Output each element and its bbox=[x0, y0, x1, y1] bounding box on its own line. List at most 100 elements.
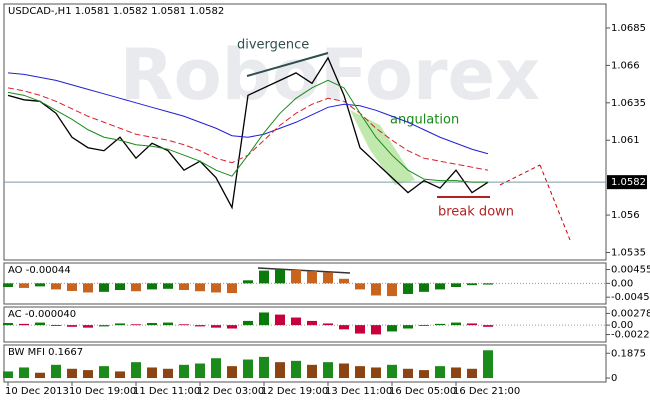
bar bbox=[467, 283, 477, 286]
bar bbox=[451, 322, 461, 326]
y-tick-label: 1.056 bbox=[611, 210, 640, 221]
annotation: angulation bbox=[390, 113, 459, 128]
bar bbox=[355, 366, 365, 379]
bar bbox=[339, 278, 349, 284]
x-tick-label: 10 Dec 2013 bbox=[5, 386, 69, 397]
bar bbox=[35, 322, 45, 326]
ac-title: AC -0.000040 bbox=[8, 309, 76, 320]
bar bbox=[259, 270, 269, 284]
bar bbox=[275, 362, 285, 379]
bar bbox=[179, 283, 189, 291]
bar bbox=[403, 368, 413, 379]
bar bbox=[83, 283, 93, 293]
bar bbox=[291, 360, 301, 379]
series-line bbox=[7, 56, 489, 210]
bar bbox=[35, 372, 45, 379]
mfi-title: BW MFI 0.1667 bbox=[8, 347, 83, 358]
bar bbox=[435, 366, 445, 379]
bar bbox=[451, 367, 461, 379]
y-tick-label: -0.00456 bbox=[611, 292, 650, 303]
y-tick-label: 0.002786 bbox=[611, 308, 650, 319]
bar bbox=[403, 325, 413, 329]
x-tick-label: 11 Dec 11:00 bbox=[133, 386, 200, 397]
x-tick-label: 10 Dec 19:00 bbox=[69, 386, 136, 397]
bar bbox=[147, 367, 157, 379]
x-tick-label: 12 Dec 19:00 bbox=[261, 386, 328, 397]
last-price-box bbox=[607, 175, 647, 190]
panel-mfi bbox=[3, 344, 607, 383]
bar bbox=[131, 362, 141, 379]
bar bbox=[355, 325, 365, 334]
y-tick-label: 0.00 bbox=[611, 320, 633, 331]
y-tick-label: 1.0685 bbox=[611, 23, 646, 34]
y-tick-label: 1.0635 bbox=[611, 98, 646, 109]
bar bbox=[227, 325, 237, 329]
bar bbox=[483, 283, 493, 285]
bar bbox=[211, 283, 221, 293]
x-tick-label: 16 Dec 05:00 bbox=[389, 386, 456, 397]
bar bbox=[19, 367, 29, 379]
divergence-line bbox=[246, 52, 329, 77]
bar bbox=[371, 325, 381, 335]
panel-main bbox=[3, 3, 607, 261]
series-line bbox=[7, 79, 488, 183]
bar bbox=[195, 325, 205, 327]
bar bbox=[99, 283, 109, 292]
last-price-label: 1.0582 bbox=[611, 177, 646, 188]
y-tick-label: 0.1875 bbox=[611, 348, 646, 359]
bar bbox=[387, 283, 397, 297]
bar bbox=[67, 325, 77, 327]
y-tick-label: 1.066 bbox=[611, 60, 640, 71]
watermark: RoboForex bbox=[120, 34, 540, 116]
bar bbox=[67, 368, 77, 379]
y-tick-label: 0.00455 bbox=[611, 265, 650, 276]
bar bbox=[147, 283, 157, 290]
bar bbox=[467, 323, 477, 326]
divergence-line-ao bbox=[257, 267, 351, 274]
series-line bbox=[7, 72, 489, 155]
bar bbox=[19, 323, 29, 326]
bar bbox=[195, 363, 205, 379]
bar bbox=[291, 317, 301, 326]
bar bbox=[275, 269, 285, 284]
bar bbox=[291, 269, 301, 284]
y-tick-label: 0.00 bbox=[611, 278, 633, 289]
bar bbox=[339, 363, 349, 379]
bar bbox=[67, 283, 77, 291]
chart-title: USDCAD-,H1 1.0581 1.0582 1.0581 1.0582 bbox=[8, 6, 224, 17]
y-tick-label: 1.0535 bbox=[611, 248, 646, 259]
bar bbox=[451, 283, 461, 287]
bar bbox=[35, 283, 45, 287]
y-tick-label: 1.061 bbox=[611, 135, 640, 146]
bar bbox=[19, 283, 29, 288]
bar bbox=[419, 370, 429, 379]
y-tick-label: -0.00223 bbox=[611, 330, 650, 341]
bar bbox=[323, 323, 333, 326]
bar bbox=[99, 366, 109, 379]
bar bbox=[115, 371, 125, 379]
bar bbox=[3, 283, 13, 287]
bar bbox=[323, 272, 333, 284]
bar bbox=[131, 324, 141, 326]
bar bbox=[131, 283, 141, 292]
bar bbox=[179, 324, 189, 326]
bar bbox=[307, 271, 317, 284]
bar bbox=[355, 283, 365, 290]
bar bbox=[163, 283, 173, 289]
ao-title: AO -0.00044 bbox=[8, 265, 71, 276]
annotation: break down bbox=[438, 205, 514, 220]
bar bbox=[387, 325, 397, 332]
bar bbox=[211, 358, 221, 379]
angulation-area bbox=[350, 110, 415, 185]
bar bbox=[51, 325, 61, 326]
bar bbox=[227, 283, 237, 294]
bar bbox=[147, 323, 157, 326]
annotation: divergence bbox=[237, 38, 309, 53]
bar bbox=[99, 325, 109, 327]
bar bbox=[483, 350, 493, 379]
x-tick-label: 13 Dec 11:00 bbox=[325, 386, 392, 397]
bar bbox=[243, 320, 253, 326]
bar bbox=[51, 283, 61, 290]
